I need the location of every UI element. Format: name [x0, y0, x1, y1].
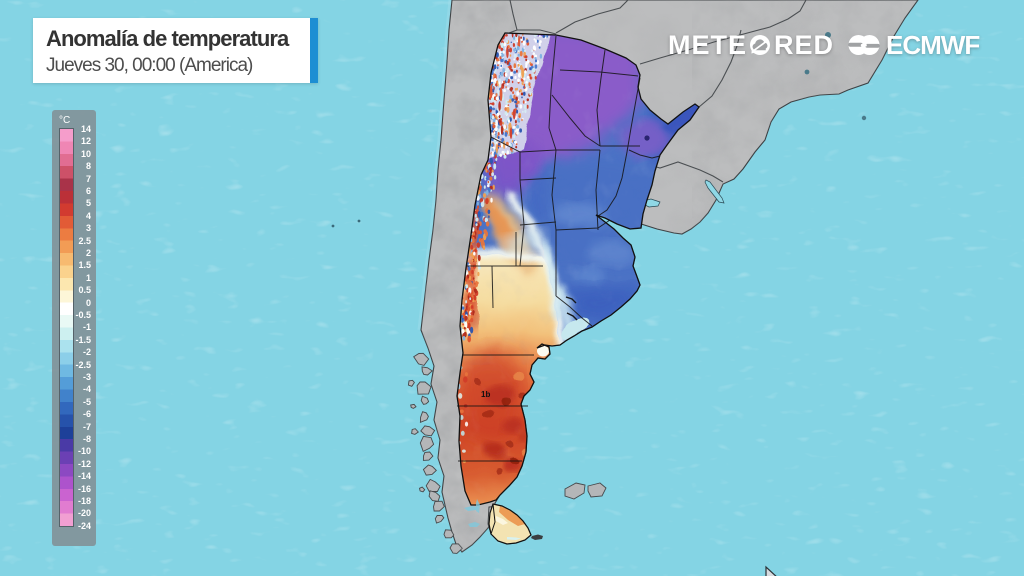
svg-text:1b: 1b — [481, 390, 490, 399]
